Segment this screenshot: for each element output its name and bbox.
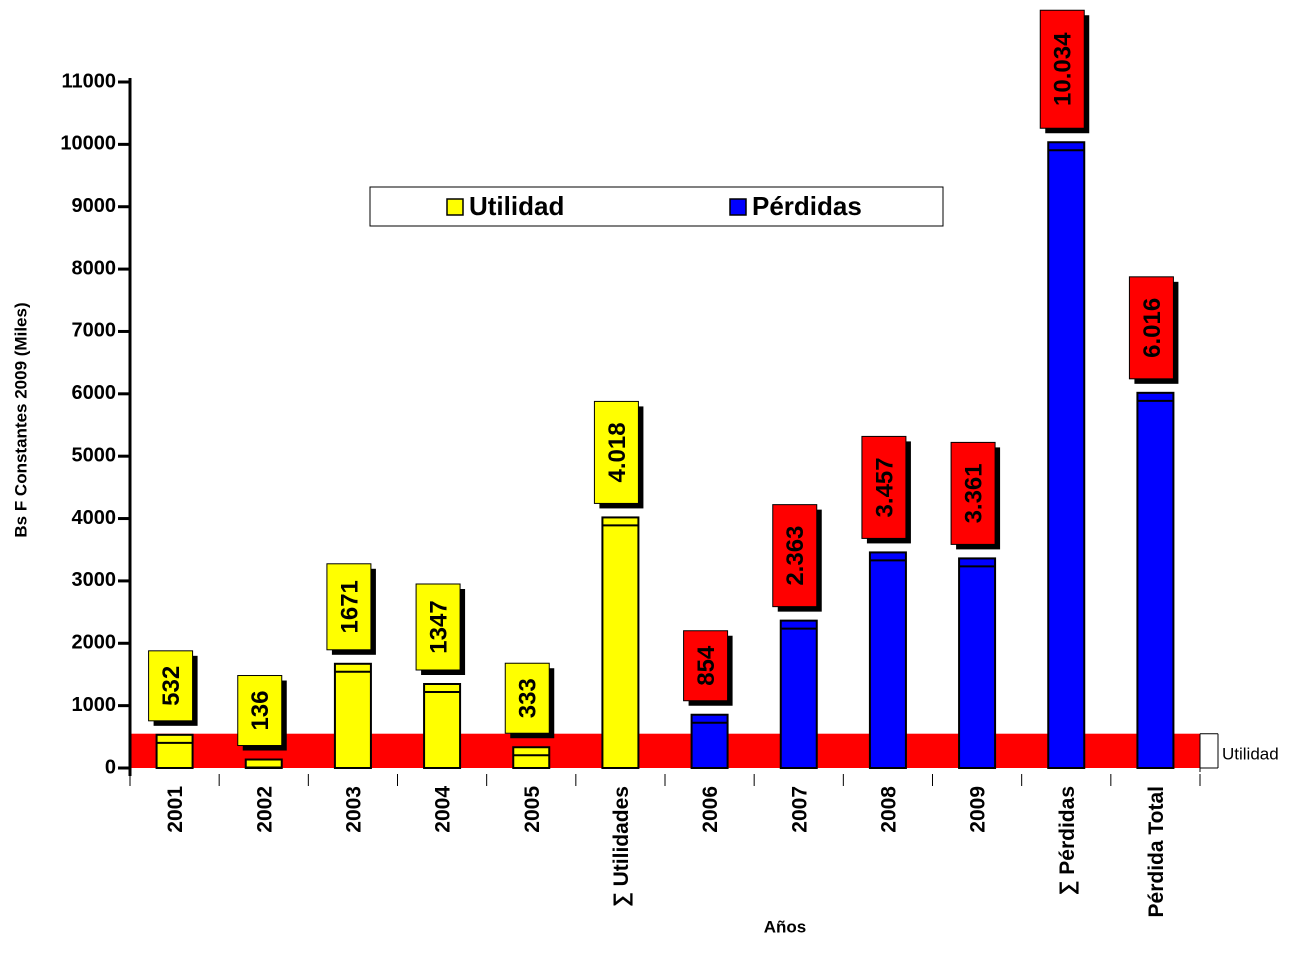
legend-swatch — [446, 198, 464, 216]
y-tick-label: 0 — [105, 756, 116, 778]
x-tick-label: 2002 — [253, 786, 276, 833]
bar — [868, 551, 907, 770]
x-tick-label: 2006 — [699, 786, 722, 833]
legend-label: Pérdidas — [752, 191, 862, 221]
y-tick-label: 6000 — [72, 382, 117, 404]
y-tick-label: 11000 — [61, 70, 116, 92]
x-tick-label: 2007 — [788, 786, 811, 833]
x-tick-label: 2009 — [967, 786, 990, 833]
data-label: 3.361 — [960, 463, 987, 523]
label-box — [861, 435, 907, 539]
x-tick-label: 2001 — [164, 786, 187, 833]
y-tick-label: 3000 — [72, 569, 117, 591]
x-tick-label: 2004 — [432, 786, 455, 833]
data-label: 4.018 — [604, 422, 631, 482]
bar — [512, 746, 551, 770]
y-tick-label: 1000 — [72, 694, 117, 716]
y-tick-label: 7000 — [72, 320, 117, 342]
data-label: 6.016 — [1139, 298, 1166, 358]
label-box — [504, 662, 550, 734]
y-tick-label: 8000 — [72, 257, 117, 279]
data-label: 854 — [693, 645, 720, 686]
y-tick-label: 9000 — [72, 195, 117, 217]
data-label: 3.457 — [871, 457, 898, 517]
label-box — [683, 630, 729, 702]
x-tick-label: Pérdida Total — [1145, 786, 1168, 917]
x-tick-label: 2003 — [342, 786, 365, 833]
bar — [1136, 391, 1175, 769]
data-label: 1347 — [425, 600, 452, 653]
label-box — [950, 441, 996, 545]
label-box — [1128, 276, 1174, 380]
data-label: 2.363 — [782, 526, 809, 586]
label-box — [237, 675, 283, 747]
label-box — [1039, 9, 1085, 129]
x-tick-label: 2008 — [877, 786, 900, 833]
y-tick-label: 5000 — [72, 444, 117, 466]
bar — [333, 662, 372, 769]
data-label: 333 — [515, 678, 542, 718]
legend-label: Utilidad — [469, 191, 564, 221]
bar — [601, 516, 640, 769]
bar — [155, 733, 194, 770]
legend-swatch — [729, 198, 747, 216]
reference-band — [130, 733, 1200, 768]
data-label: 10.034 — [1050, 32, 1077, 106]
y-tick-label: 10000 — [60, 133, 116, 155]
y-axis-label: Bs F Constantes 2009 (Miles) — [11, 302, 30, 537]
bar — [958, 557, 997, 769]
band-label: Utilidad — [1222, 744, 1279, 763]
label-box — [415, 583, 461, 671]
x-tick-label: 2005 — [521, 786, 544, 833]
x-tick-label: ∑ Pérdidas — [1056, 786, 1079, 896]
x-tick-label: ∑ Utilidades — [610, 786, 633, 907]
bar — [779, 619, 818, 769]
y-tick-label: 2000 — [72, 632, 117, 654]
label-box — [148, 650, 194, 722]
y-tick-label: 4000 — [72, 507, 117, 529]
legend-box — [369, 186, 944, 227]
data-label: 532 — [158, 666, 185, 706]
data-label: 1671 — [336, 580, 363, 633]
label-box — [593, 400, 639, 504]
label-box — [772, 504, 818, 608]
x-axis-label: Años — [764, 917, 807, 936]
bar — [1047, 141, 1086, 769]
label-box — [326, 563, 372, 651]
data-label: 136 — [247, 690, 274, 730]
bar — [423, 682, 462, 769]
